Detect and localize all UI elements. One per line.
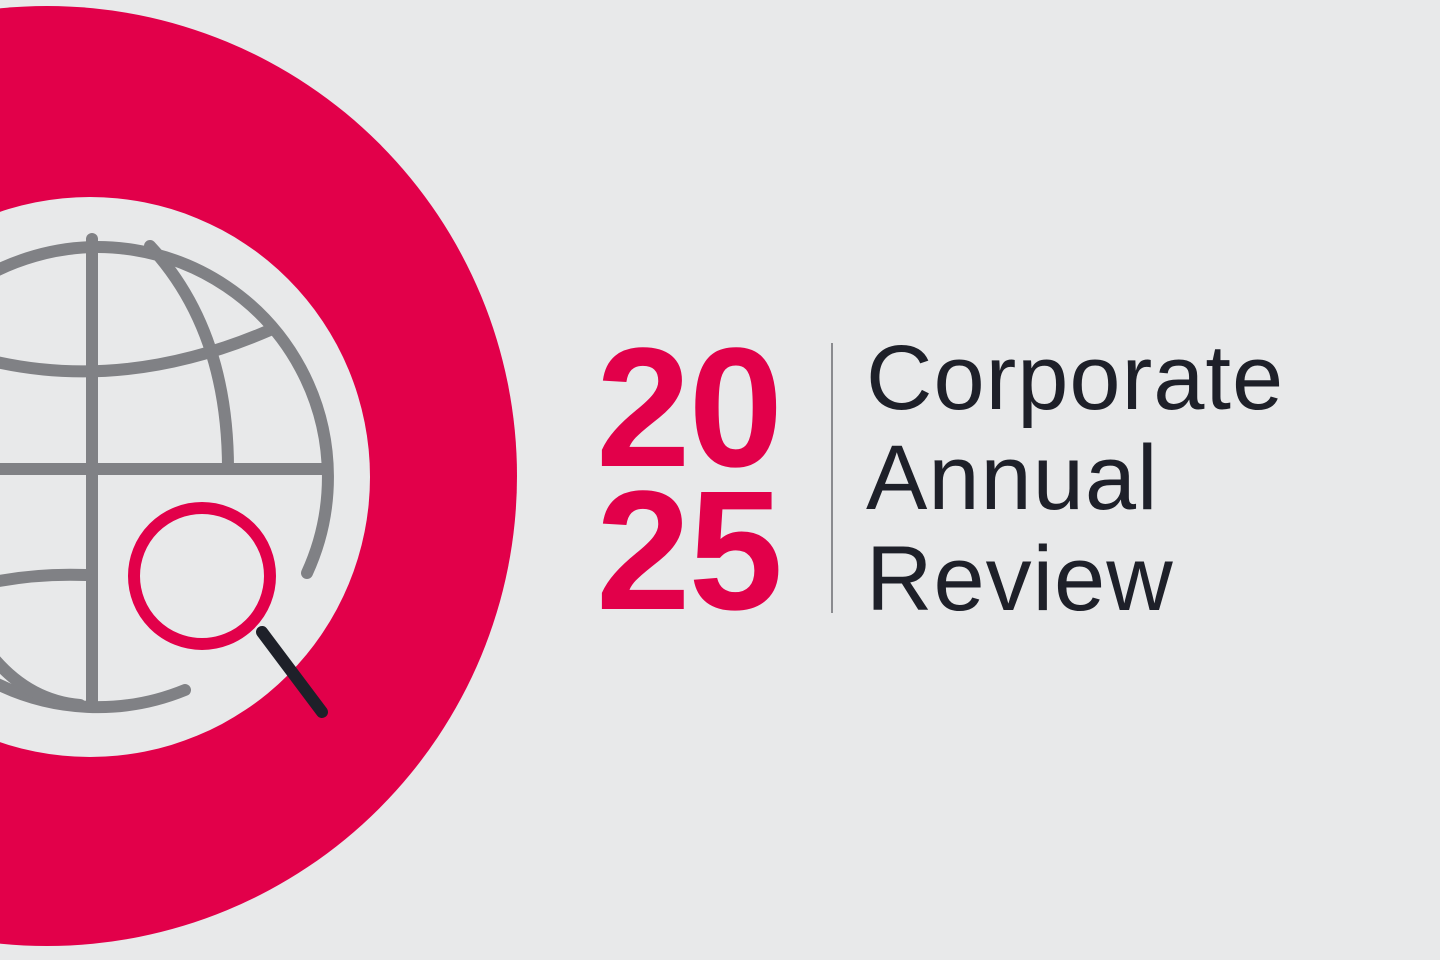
title-line-2: Annual: [866, 427, 1159, 529]
magnifier-icon: [128, 502, 328, 718]
year-line-2: 25: [596, 456, 783, 646]
globe-icon: [0, 233, 334, 714]
divider: [831, 343, 833, 613]
globe-latitude-lower: [0, 568, 92, 587]
globe-longitude-right: [144, 240, 234, 475]
globe-longitude-left: [0, 656, 86, 711]
globe-outline: [0, 241, 334, 714]
globe-latitude-upper: [0, 324, 276, 378]
title-line-1: Corporate: [866, 327, 1285, 429]
year-line-1: 20: [596, 313, 783, 503]
title-line-3: Review: [866, 528, 1174, 630]
